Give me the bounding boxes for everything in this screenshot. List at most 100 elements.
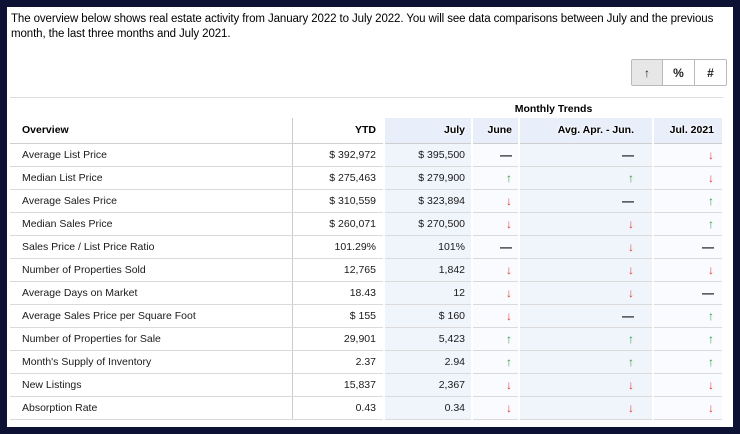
down-trend-icon: ↓ [651,373,725,397]
metric-label: Average Sales Price [10,189,293,213]
flat-trend-icon: — [651,235,725,259]
group-header-row: Monthly Trends [10,98,723,118]
table-row: Number of Properties for Sale 29,901 5,4… [10,327,725,351]
up-trend-icon: ↑ [651,212,725,236]
july-value: $ 395,500 [383,143,473,167]
table-row: New Listings 15,837 2,367 ↓ ↓ ↓ [10,373,725,397]
metric-label: Median List Price [10,166,293,190]
july-value: $ 279,900 [383,166,473,190]
hash-icon: # [707,65,714,80]
ytd-value: $ 310,559 [292,189,384,213]
ytd-value: $ 155 [292,304,384,328]
up-trend-icon: ↑ [471,327,520,351]
table-row: Absorption Rate 0.43 0.34 ↓ ↓ ↓ [10,396,725,420]
percent-icon: % [673,65,684,80]
ytd-value: $ 275,463 [292,166,384,190]
down-trend-icon: ↓ [518,373,654,397]
down-trend-icon: ↓ [518,281,654,305]
table-row: Median Sales Price $ 260,071 $ 270,500 ↓… [10,212,725,236]
ytd-value: $ 260,071 [292,212,384,236]
down-trend-icon: ↓ [651,258,725,282]
flat-trend-icon: — [471,143,520,167]
down-trend-icon: ↓ [471,304,520,328]
down-trend-icon: ↓ [518,258,654,282]
metric-label: Absorption Rate [10,396,293,420]
july-value: 2.94 [383,350,473,374]
percent-view-button[interactable]: % [663,59,695,86]
flat-trend-icon: — [518,189,654,213]
table-row: Average Sales Price per Square Foot $ 15… [10,304,725,328]
july-value: 2,367 [383,373,473,397]
flat-trend-icon: — [518,304,654,328]
ytd-value: 18.43 [292,281,384,305]
table-row: Number of Properties Sold 12,765 1,842 ↓… [10,258,725,282]
down-trend-icon: ↓ [471,373,520,397]
july-value: 5,423 [383,327,473,351]
flat-trend-icon: — [471,235,520,259]
col-header-overview: Overview [10,117,293,144]
up-trend-icon: ↑ [651,304,725,328]
july-value: 0.34 [383,396,473,420]
col-header-july: July [383,117,473,144]
july-value: $ 270,500 [383,212,473,236]
number-view-button[interactable]: # [695,59,727,86]
column-header-row: Overview YTD July June Avg. Apr. - Jun. … [10,117,725,144]
july-value: $ 323,894 [383,189,473,213]
up-trend-icon: ↑ [518,166,654,190]
metric-label: Number of Properties for Sale [10,327,293,351]
july-value: 12 [383,281,473,305]
up-trend-icon: ↑ [518,327,654,351]
up-trend-icon: ↑ [518,350,654,374]
overview-table: Monthly Trends Overview YTD July June Av… [10,97,725,420]
table-row: Median List Price $ 275,463 $ 279,900 ↑ … [10,166,725,190]
down-trend-icon: ↓ [471,212,520,236]
col-header-avg-apr-jun: Avg. Apr. - Jun. [518,117,654,144]
table-row: Sales Price / List Price Ratio 101.29% 1… [10,235,725,259]
july-value: 101% [383,235,473,259]
flat-trend-icon: — [651,281,725,305]
up-arrow-icon: ↑ [644,65,650,80]
metric-label: New Listings [10,373,293,397]
metric-label: Month's Supply of Inventory [10,350,293,374]
col-header-ytd: YTD [292,117,384,144]
flat-trend-icon: — [518,143,654,167]
down-trend-icon: ↓ [518,235,654,259]
metric-label: Average Days on Market [10,281,293,305]
ytd-value: 12,765 [292,258,384,282]
table-row: Average List Price $ 392,972 $ 395,500 —… [10,143,725,167]
intro-text: The overview below shows real estate act… [11,13,714,40]
ytd-value: 29,901 [292,327,384,351]
down-trend-icon: ↓ [471,281,520,305]
display-toggle-group: ↑ % # [631,59,727,86]
table-row: Average Sales Price $ 310,559 $ 323,894 … [10,189,725,213]
metric-label: Average List Price [10,143,293,167]
down-trend-icon: ↓ [518,396,654,420]
metric-label: Average Sales Price per Square Foot [10,304,293,328]
up-trend-icon: ↑ [651,350,725,374]
down-trend-icon: ↓ [471,189,520,213]
up-trend-icon: ↑ [651,189,725,213]
up-trend-icon: ↑ [471,166,520,190]
metric-label: Number of Properties Sold [10,258,293,282]
col-header-jul-2021: Jul. 2021 [651,117,725,144]
metric-label: Median Sales Price [10,212,293,236]
down-trend-icon: ↓ [471,396,520,420]
down-trend-icon: ↓ [651,396,725,420]
july-value: $ 160 [383,304,473,328]
july-value: 1,842 [383,258,473,282]
table-body: Average List Price $ 392,972 $ 395,500 —… [10,143,725,420]
metric-label: Sales Price / List Price Ratio [10,235,293,259]
ytd-value: 101.29% [292,235,384,259]
overview-table-wrap: Monthly Trends Overview YTD July June Av… [10,97,725,420]
table-row: Month's Supply of Inventory 2.37 2.94 ↑ … [10,350,725,374]
col-header-june: June [471,117,520,144]
ytd-value: 2.37 [292,350,384,374]
trend-arrows-view-button[interactable]: ↑ [631,59,663,86]
ytd-value: 15,837 [292,373,384,397]
table-row: Average Days on Market 18.43 12 ↓ ↓ — [10,281,725,305]
ytd-value: 0.43 [292,396,384,420]
down-trend-icon: ↓ [651,166,725,190]
ytd-value: $ 392,972 [292,143,384,167]
down-trend-icon: ↓ [651,143,725,167]
